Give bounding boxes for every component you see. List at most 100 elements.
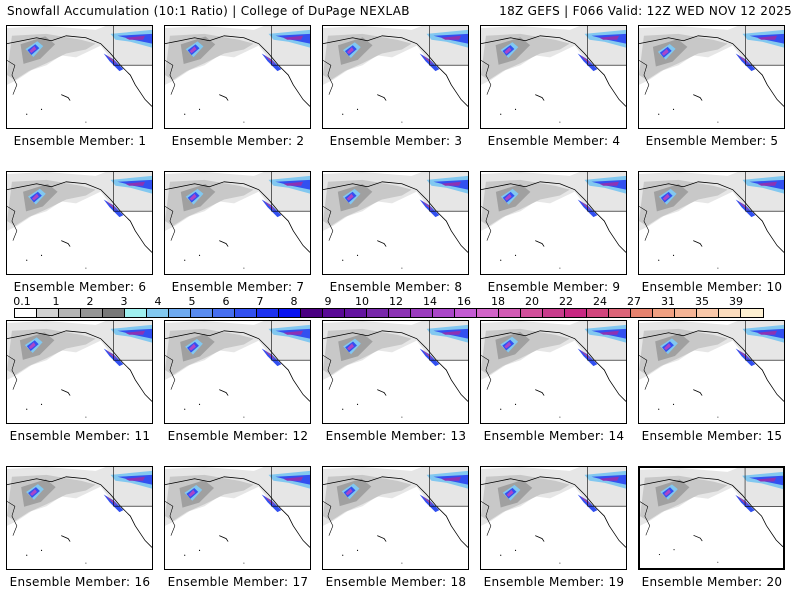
colorbar-swatch xyxy=(477,309,499,317)
colorbar-tick-label: 5 xyxy=(188,295,196,308)
colorbar-swatch xyxy=(609,309,631,317)
colorbar-swatch xyxy=(697,309,719,317)
ensemble-panel-9[interactable] xyxy=(480,171,627,275)
snowfall-map xyxy=(639,172,784,269)
snowfall-map xyxy=(323,26,468,123)
colorbar-tick-label: 2 xyxy=(86,295,94,308)
colorbar-swatch xyxy=(15,309,37,317)
snowfall-map xyxy=(165,467,310,564)
ensemble-panel-label: Ensemble Member: 13 xyxy=(325,429,467,443)
ensemble-panel-4[interactable] xyxy=(480,25,627,129)
snowfall-map xyxy=(165,321,310,418)
colorbar-swatch xyxy=(675,309,697,317)
ensemble-panel-label: Ensemble Member: 17 xyxy=(167,575,309,589)
ensemble-panel-19[interactable] xyxy=(480,466,627,570)
snowfall-map xyxy=(639,321,784,418)
colorbar-swatch xyxy=(455,309,477,317)
ensemble-panel-12[interactable] xyxy=(164,320,311,424)
ensemble-panel-label: Ensemble Member: 1 xyxy=(13,134,147,148)
colorbar-tick-label: 6 xyxy=(222,295,230,308)
colorbar-swatch xyxy=(719,309,741,317)
ensemble-panel-5[interactable] xyxy=(638,25,785,129)
colorbar-swatch xyxy=(565,309,587,317)
colorbar-swatch xyxy=(631,309,653,317)
ensemble-panel-label: Ensemble Member: 4 xyxy=(487,134,621,148)
ensemble-panel-18[interactable] xyxy=(322,466,469,570)
snowfall-map xyxy=(7,321,152,418)
colorbar-tick-label: 10 xyxy=(355,295,369,308)
ensemble-panel-1[interactable] xyxy=(6,25,153,129)
colorbar-swatch xyxy=(125,309,147,317)
colorbar-tick-label: 27 xyxy=(627,295,641,308)
snowfall-map xyxy=(323,321,468,418)
colorbar-tick-label: 18 xyxy=(491,295,505,308)
colorbar-tick-label: 31 xyxy=(661,295,675,308)
colorbar-tick-label: 0.1 xyxy=(13,295,31,308)
run-info: 18Z GEFS | F066 Valid: 12Z WED NOV 12 20… xyxy=(499,4,792,18)
ensemble-panel-15[interactable] xyxy=(638,320,785,424)
colorbar-swatch xyxy=(587,309,609,317)
snowfall-map xyxy=(640,468,783,563)
colorbar-swatch xyxy=(235,309,257,317)
colorbar-tick-label: 24 xyxy=(593,295,607,308)
ensemble-panel-label: Ensemble Member: 14 xyxy=(483,429,625,443)
colorbar-swatch xyxy=(147,309,169,317)
ensemble-panel-label: Ensemble Member: 6 xyxy=(13,280,147,294)
snowfall-map xyxy=(481,172,626,269)
ensemble-panel-2[interactable] xyxy=(164,25,311,129)
colorbar-swatch xyxy=(345,309,367,317)
colorbar-swatch xyxy=(103,309,125,317)
ensemble-panel-7[interactable] xyxy=(164,171,311,275)
ensemble-panel-11[interactable] xyxy=(6,320,153,424)
colorbar-tick-label: 35 xyxy=(695,295,709,308)
colorbar-tick-labels: 0.1 1 2 3 4 5 6 7 8 9 10 12 14 16 18 20 22 24 27 31 35 39 xyxy=(0,295,800,308)
colorbar-swatch xyxy=(499,309,521,317)
colorbar-tick-label: 39 xyxy=(729,295,743,308)
ensemble-panel-label: Ensemble Member: 7 xyxy=(171,280,305,294)
colorbar-tick-label: 12 xyxy=(389,295,403,308)
colorbar-swatch xyxy=(213,309,235,317)
ensemble-panel-20[interactable] xyxy=(638,466,785,570)
snowfall-map xyxy=(165,172,310,269)
ensemble-panel-label: Ensemble Member: 15 xyxy=(641,429,783,443)
colorbar-tick-label: 20 xyxy=(525,295,539,308)
colorbar-swatch xyxy=(81,309,103,317)
snowfall-map xyxy=(7,26,152,123)
snowfall-map xyxy=(323,467,468,564)
map-title: Snowfall Accumulation (10:1 Ratio) | Col… xyxy=(7,4,410,18)
ensemble-panel-label: Ensemble Member: 2 xyxy=(171,134,305,148)
ensemble-panel-8[interactable] xyxy=(322,171,469,275)
ensemble-panel-14[interactable] xyxy=(480,320,627,424)
snowfall-map xyxy=(481,467,626,564)
ensemble-panel-label: Ensemble Member: 10 xyxy=(641,280,783,294)
colorbar-tick-label: 22 xyxy=(559,295,573,308)
colorbar-swatch xyxy=(741,309,763,317)
colorbar-swatch xyxy=(367,309,389,317)
colorbar-tick-label: 4 xyxy=(154,295,162,308)
colorbar-swatch xyxy=(323,309,345,317)
colorbar-tick-label: 16 xyxy=(457,295,471,308)
colorbar-tick-label: 3 xyxy=(120,295,128,308)
ensemble-panel-label: Ensemble Member: 11 xyxy=(9,429,151,443)
ensemble-panel-3[interactable] xyxy=(322,25,469,129)
ensemble-panel-label: Ensemble Member: 12 xyxy=(167,429,309,443)
ensemble-panel-17[interactable] xyxy=(164,466,311,570)
colorbar-swatch xyxy=(59,309,81,317)
snowfall-map xyxy=(7,467,152,564)
ensemble-panel-label: Ensemble Member: 9 xyxy=(487,280,621,294)
snowfall-map xyxy=(481,321,626,418)
ensemble-panel-6[interactable] xyxy=(6,171,153,275)
ensemble-panel-16[interactable] xyxy=(6,466,153,570)
ensemble-panel-13[interactable] xyxy=(322,320,469,424)
colorbar-swatch xyxy=(433,309,455,317)
ensemble-panel-label: Ensemble Member: 8 xyxy=(329,280,463,294)
snowfall-map xyxy=(323,172,468,269)
colorbar-swatch xyxy=(653,309,675,317)
colorbar-swatch xyxy=(521,309,543,317)
colorbar xyxy=(14,308,764,318)
snowfall-map xyxy=(7,172,152,269)
ensemble-panel-10[interactable] xyxy=(638,171,785,275)
ensemble-panel-label: Ensemble Member: 20 xyxy=(641,575,783,589)
colorbar-swatch xyxy=(543,309,565,317)
ensemble-panel-label: Ensemble Member: 19 xyxy=(483,575,625,589)
